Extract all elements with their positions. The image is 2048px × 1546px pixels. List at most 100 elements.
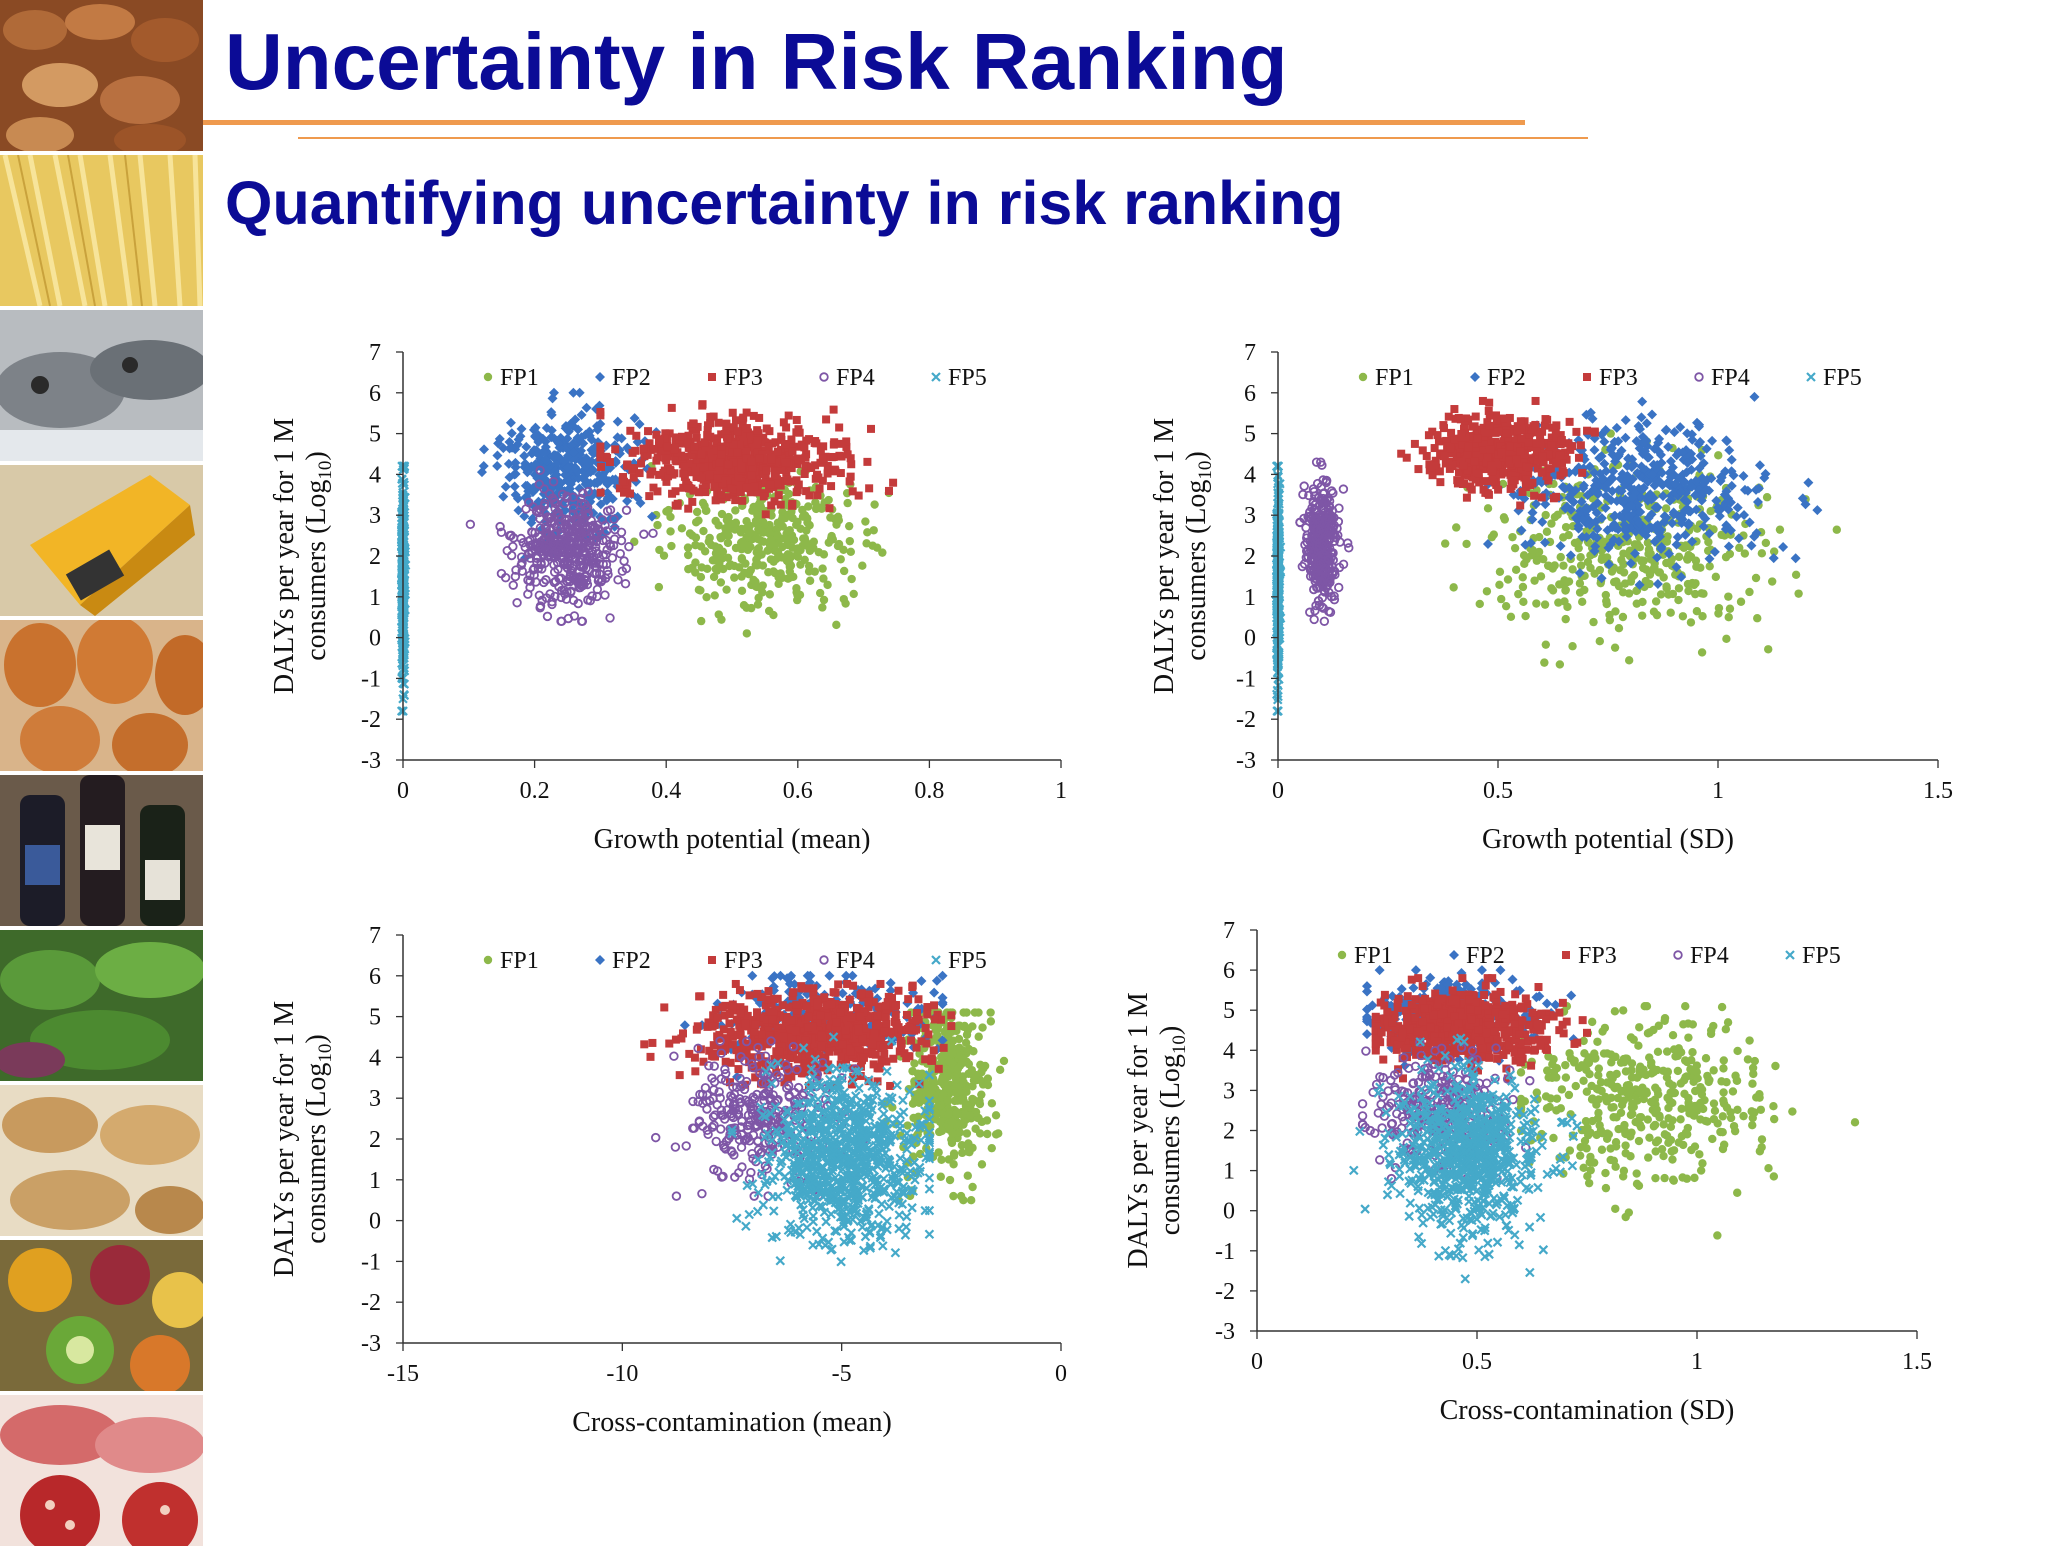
data-point-fp2	[1791, 553, 1801, 563]
data-point-fp3	[816, 485, 824, 493]
data-point-fp1	[773, 531, 781, 539]
data-point-fp1	[1638, 611, 1646, 619]
data-point-fp1	[724, 554, 732, 562]
legend-item-fp4: FP4	[820, 365, 875, 391]
data-point-fp3	[747, 458, 755, 466]
legend-marker-fp4	[1695, 373, 1703, 381]
data-point-fp1	[1794, 589, 1802, 597]
x-tick-label: 0.8	[914, 778, 944, 804]
data-point-fp3	[1575, 454, 1583, 462]
data-point-fp4	[614, 576, 622, 584]
data-point-fp1	[949, 1160, 957, 1168]
data-point-fp1	[950, 1149, 958, 1157]
data-point-fp3	[1547, 441, 1555, 449]
data-point-fp3	[671, 487, 679, 495]
data-point-fp1	[699, 527, 707, 535]
data-point-fp3	[1431, 444, 1439, 452]
data-point-fp2	[1647, 409, 1657, 419]
data-point-fp1	[840, 595, 848, 603]
x-axis-title: Growth potential (SD)	[1482, 824, 1734, 855]
data-point-fp1	[1625, 656, 1633, 664]
data-point-fp3	[1507, 485, 1515, 493]
data-point-fp3	[753, 426, 761, 434]
data-point-fp3	[1516, 447, 1524, 455]
data-point-fp2	[501, 482, 511, 492]
data-point-fp3	[800, 443, 808, 451]
legend-item-fp5: FP5	[1807, 365, 1862, 391]
data-point-fp1	[1596, 566, 1604, 574]
data-point-fp1	[1533, 557, 1541, 565]
data-point-fp1	[1529, 546, 1537, 554]
data-point-fp3	[1543, 416, 1551, 424]
data-point-fp3	[597, 489, 605, 497]
data-point-fp3	[935, 1065, 943, 1073]
data-point-fp2	[1755, 460, 1765, 470]
y-tick-label: -2	[1236, 707, 1256, 733]
data-point-fp1	[805, 521, 813, 529]
data-point-fp1	[977, 1090, 985, 1098]
data-point-fp1	[1833, 526, 1841, 534]
legend-label-fp5: FP5	[948, 365, 987, 391]
data-point-fp3	[1487, 445, 1495, 453]
data-point-fp1	[691, 558, 699, 566]
data-point-fp3	[1518, 488, 1526, 496]
data-point-fp3	[1445, 413, 1453, 421]
data-point-fp3	[1447, 444, 1455, 452]
data-point-fp1	[992, 1111, 1000, 1119]
data-point-fp3	[1497, 448, 1505, 456]
data-point-fp1	[684, 543, 692, 551]
x-axis-title: Growth potential (mean)	[594, 824, 871, 855]
data-point-fp1	[1519, 573, 1527, 581]
data-point-fp1	[840, 567, 848, 575]
data-point-fp1	[693, 508, 701, 516]
data-point-fp1	[1753, 614, 1761, 622]
data-point-fp1	[802, 538, 810, 546]
fruit-image	[0, 1240, 203, 1391]
y-axis-title-line-1: DALYs per year for 1 M	[1149, 418, 1180, 694]
data-point-fp1	[684, 551, 692, 559]
data-point-fp1	[1683, 555, 1691, 563]
data-point-fp1	[976, 1061, 984, 1069]
data-point-fp1	[1687, 618, 1695, 626]
data-point-fp1	[1543, 528, 1551, 536]
data-point-fp1	[850, 590, 858, 598]
data-point-fp1	[861, 517, 869, 525]
data-point-fp3	[717, 451, 725, 459]
data-point-fp1	[786, 553, 794, 561]
data-point-fp4	[625, 543, 633, 551]
data-point-fp4	[622, 580, 630, 588]
data-point-fp1	[1714, 609, 1722, 617]
data-point-fp3	[830, 406, 838, 414]
data-point-fp4	[513, 599, 521, 607]
data-point-fp3	[734, 449, 742, 457]
data-point-fp3	[623, 460, 631, 468]
data-point-fp2	[1769, 553, 1779, 563]
data-point-fp1	[742, 604, 750, 612]
data-point-fp3	[885, 487, 893, 495]
data-point-fp3	[777, 501, 785, 509]
data-point-fp3	[678, 433, 686, 441]
data-point-fp1	[755, 544, 763, 552]
data-point-fp3	[768, 455, 776, 463]
legend-item-fp5: FP5	[932, 365, 987, 391]
data-point-fp3	[817, 447, 825, 455]
data-point-fp1	[1535, 533, 1543, 541]
data-point-fp3	[837, 469, 845, 477]
data-point-fp5	[1273, 707, 1281, 715]
data-point-fp3	[1488, 461, 1496, 469]
data-point-fp3	[1397, 450, 1405, 458]
data-point-fp3	[662, 454, 670, 462]
data-point-fp2	[1673, 532, 1683, 542]
data-point-fp1	[959, 1008, 967, 1016]
data-point-fp3	[1431, 461, 1439, 469]
data-point-fp4	[606, 614, 614, 622]
data-point-fp3	[639, 445, 647, 453]
data-point-fp1	[799, 512, 807, 520]
data-point-fp1	[945, 1057, 953, 1065]
data-point-fp3	[822, 415, 830, 423]
data-point-fp1	[1762, 539, 1770, 547]
data-point-fp3	[731, 496, 739, 504]
data-point-fp1	[1674, 596, 1682, 604]
data-point-fp3	[1539, 452, 1547, 460]
